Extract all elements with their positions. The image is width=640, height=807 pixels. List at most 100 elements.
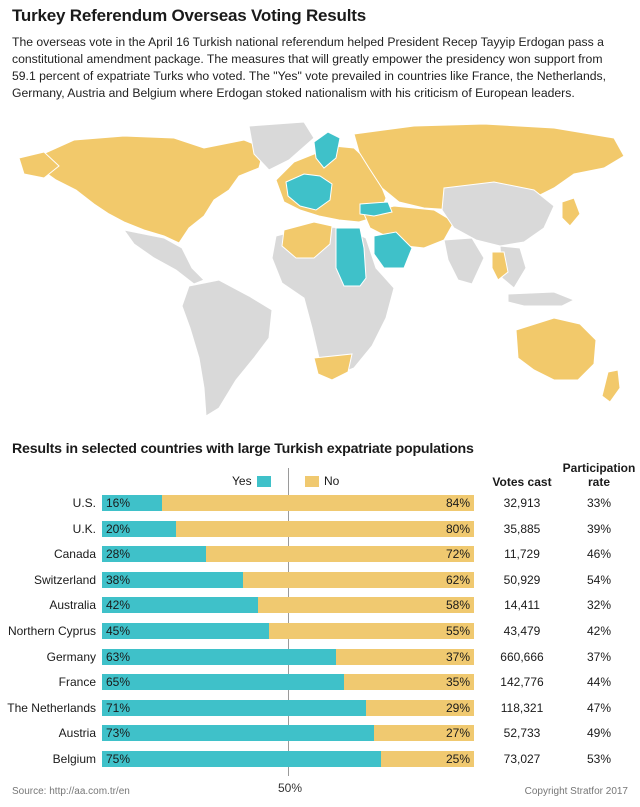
yes-value-label: 63% [106,649,131,664]
votes-cast-header: Votes cast [492,475,552,489]
country-label: The Netherlands [7,700,96,715]
map-australia [515,317,597,381]
map-indonesia [507,291,576,307]
map-japan [561,197,581,227]
no-value-label: 25% [445,752,470,766]
participation-value: 37% [586,649,612,664]
country-label: U.K. [72,521,96,536]
map-north-africa-no [281,221,333,259]
bar-yes [102,725,374,742]
yes-value-label: 73% [106,726,131,741]
bar-yes [102,546,207,563]
votes-cast-value: 43,479 [503,624,541,638]
participation-value: 39% [586,521,612,536]
yes-value-label: 45% [106,624,131,638]
yes-value-label: 28% [106,547,131,562]
map-south-africa [313,353,353,381]
participation-value: 46% [586,547,612,562]
legend-no: No [305,474,339,488]
map-west-europe-yes [285,173,333,211]
bar-yes [102,699,367,716]
midline-label: 50% [278,781,303,795]
bar-no [343,674,474,691]
bar-no [381,751,474,767]
country-label: Austria [58,726,96,741]
no-value-label: 55% [445,624,470,638]
map-turkey [359,201,393,217]
participation-value: 47% [586,700,612,715]
source-note: Source: http://aa.com.tr/en [12,786,130,797]
map-central-america [122,229,205,285]
country-label: France [58,675,96,690]
votes-cast-value: 35,885 [503,521,541,536]
votes-cast-value: 50,929 [503,572,541,587]
world-map [18,121,625,417]
midline-50 [288,468,289,776]
votes-cast-value: 142,776 [500,675,544,690]
country-label: Northern Cyprus [7,624,96,638]
yes-value-label: 65% [106,675,131,690]
bar-yes [102,520,177,537]
legend-yes-label: Yes [232,474,252,488]
participation-value: 53% [586,752,612,766]
bar-no [206,546,474,563]
bar-yes [102,674,344,691]
bar-no [373,725,474,742]
map-north-america [33,135,265,244]
votes-cast-value: 14,411 [504,598,540,613]
bar-no [176,520,474,537]
bar-no [366,699,474,716]
bar-yes [102,623,270,639]
no-value-label: 80% [445,521,470,536]
no-value-label: 72% [445,547,470,562]
yes-value-label: 42% [106,598,131,613]
bar-no [243,571,474,588]
bar-no [161,495,474,511]
map-china [441,181,555,247]
page-title: Turkey Referendum Overseas Voting Result… [12,6,366,25]
no-value-label: 27% [445,726,470,741]
votes-cast-value: 118,321 [500,700,544,715]
copyright-note: Copyright Stratfor 2017 [524,786,628,797]
legend-yes-swatch [256,475,271,487]
country-label: U.S. [72,496,96,510]
no-value-label: 62% [445,572,470,587]
country-label: Switzerland [33,572,96,587]
votes-cast-value: 52,733 [503,726,541,741]
participation-value: 32% [586,598,612,613]
participation-value: 44% [586,675,612,690]
votes-cast-value: 11,729 [504,547,540,562]
bar-yes [102,597,259,614]
map-saudi-arabia [373,231,413,269]
bar-yes [102,495,162,511]
map-egypt [335,227,367,287]
country-label: Belgium [52,752,96,766]
votes-cast-value: 660,666 [500,649,544,664]
legend-yes: Yes [232,474,271,488]
intro-paragraph: The overseas vote in the April 16 Turkis… [12,35,606,100]
country-label: Canada [53,547,96,562]
participation-value: 54% [586,572,612,587]
no-value-label: 58% [445,598,470,613]
bar-no [258,597,474,614]
map-alaska [18,151,60,179]
map-south-america [181,279,273,417]
country-label: Australia [49,598,96,613]
map-scandinavia-yes [313,131,341,169]
bar-yes [102,648,337,665]
map-greenland [248,121,315,171]
bar-yes [102,751,381,767]
participation-value: 33% [586,496,612,510]
map-india [443,237,485,285]
no-value-label: 29% [445,700,470,715]
yes-value-label: 75% [106,752,131,766]
legend-no-label: No [324,474,340,488]
votes-cast-value: 73,027 [503,752,541,766]
chart-subtitle: Results in selected countries with large… [12,441,474,457]
yes-value-label: 71% [106,700,131,715]
yes-value-label: 16% [106,496,131,510]
yes-value-label: 20% [106,521,131,536]
no-value-label: 35% [445,675,470,690]
map-new-zealand [601,369,621,403]
bar-no [269,623,474,639]
